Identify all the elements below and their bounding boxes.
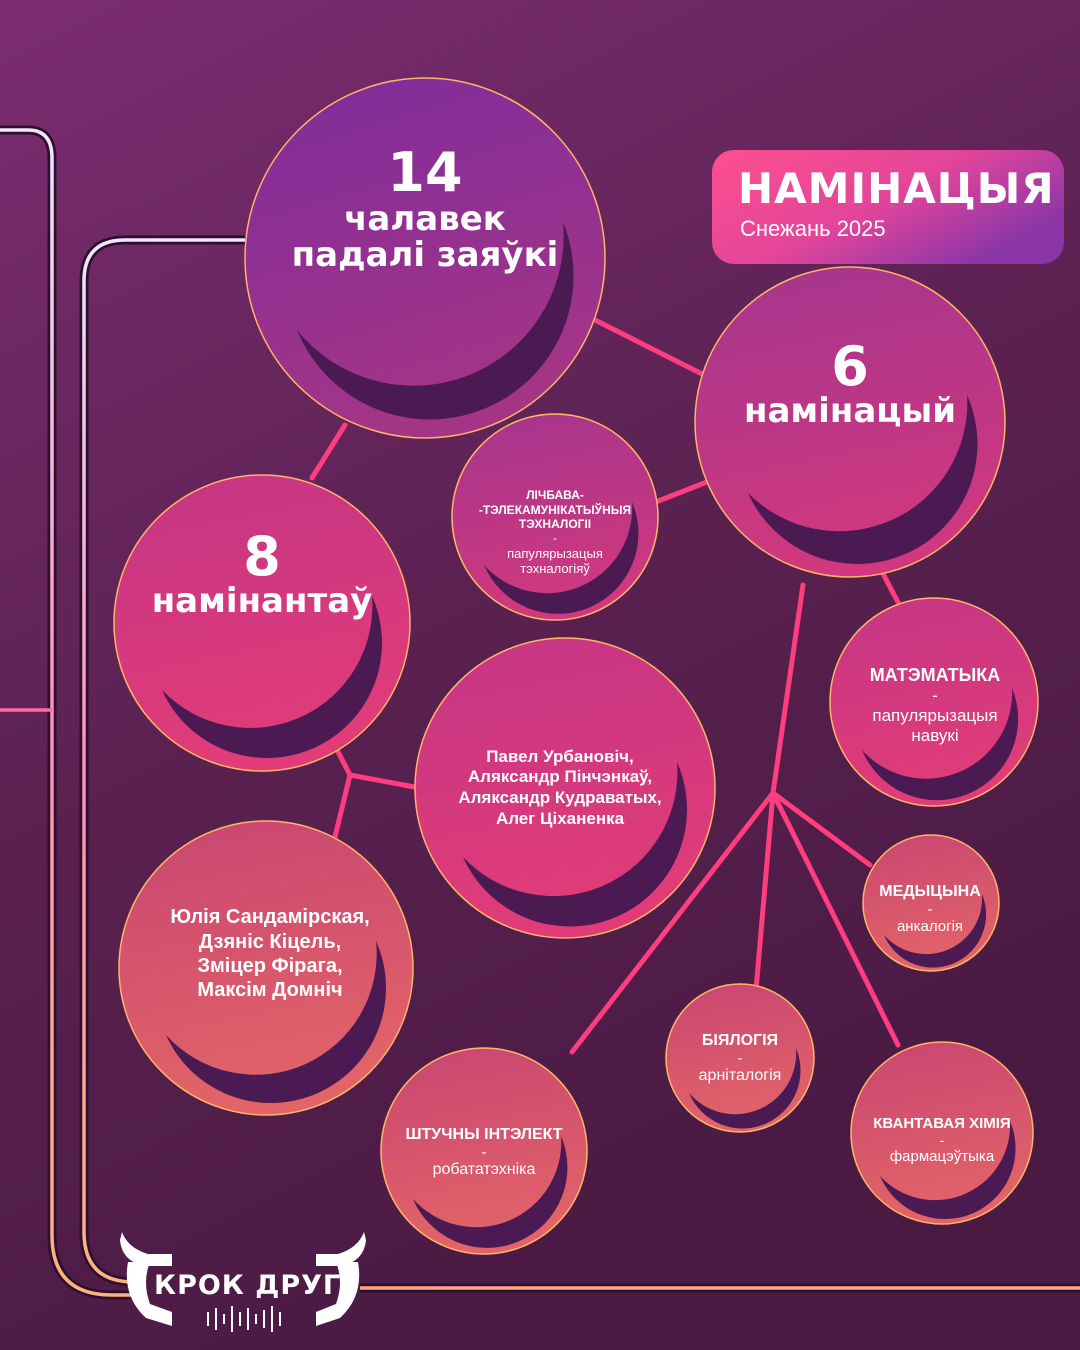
- logo-barcode: [207, 1306, 281, 1332]
- bubble-nominations: [694, 266, 1006, 578]
- nominees-line1: намінантаў: [151, 581, 373, 622]
- ai-title: ШТУЧНЫ ІНТЭЛЕКТ: [405, 1125, 563, 1143]
- nominees-number: 8: [243, 525, 281, 589]
- nominations-number: 6: [831, 335, 869, 399]
- quantum-title: КВАНТАВАЯ ХІМІЯ: [873, 1115, 1011, 1132]
- badge-background: [712, 150, 1064, 264]
- group2-name-2: Дзяніс Кіцель,: [198, 930, 342, 953]
- bubbles: [113, 77, 1039, 1255]
- quantum-subtitle: фармацэўтыка: [889, 1148, 995, 1165]
- applicants-line2: падалі заяўкі: [291, 235, 559, 275]
- ict-title-line3: ТЭХНАЛОГІІ: [518, 516, 592, 531]
- node-group1: Павел Урбановіч, Аляксандр Пінчэнкаў, Ал…: [410, 746, 710, 828]
- logo-horns: [120, 1232, 366, 1326]
- ict-title-line1: ЛІЧБАВА-: [526, 488, 584, 503]
- bubble-nominees: [113, 474, 411, 772]
- bubble-math: [829, 597, 1039, 807]
- node-biology: БІЯЛОГІЯ - арніталогія: [670, 1026, 810, 1090]
- ai-dash: -: [481, 1143, 487, 1161]
- ict-subtitle: папулярызацыя тэхналогіяў: [507, 545, 603, 577]
- group1-name-2: Аляксандр Пінчэнкаў,: [467, 767, 653, 787]
- medicine-subtitle: анкалогія: [896, 918, 964, 935]
- bubble-ai: [380, 1047, 588, 1255]
- node-ai: ШТУЧНЫ ІНТЭЛЕКТ - робататэхніка: [384, 1120, 584, 1184]
- group1-name-4: Алег Ціханенка: [495, 808, 625, 828]
- medicine-dash: -: [927, 901, 933, 918]
- node-group2: Юлія Сандамірская, Дзяніс Кіцель, Зміцер…: [120, 906, 420, 1002]
- bubble-group1: [414, 637, 716, 939]
- bubble-biology: [665, 983, 815, 1133]
- logo-wordmark: КРОК ДРУГІ: [154, 1270, 353, 1301]
- quantum-dash: -: [939, 1132, 945, 1148]
- node-nominations: 6 намінацый: [700, 340, 1000, 430]
- node-medicine: МЕДЫЦЫНА - анкалогія: [870, 878, 990, 940]
- applicants-line1: чалавек: [344, 199, 506, 240]
- node-nominees: 8 намінантаў: [112, 530, 412, 620]
- connectors: [309, 317, 903, 1055]
- ai-subtitle: робататэхніка: [432, 1160, 536, 1178]
- group2-name-3: Зміцер Фірага,: [197, 955, 343, 977]
- applicants-number: 14: [387, 141, 463, 205]
- bubble-medicine: [862, 834, 1000, 972]
- left-rails: [0, 125, 1080, 1300]
- bubble-group2: [118, 820, 414, 1116]
- bubble-quantum: [850, 1041, 1034, 1225]
- group1-name-3: Аляксандр Кудраватых,: [458, 788, 662, 807]
- ict-dash: -: [553, 531, 557, 546]
- medicine-title: МЕДЫЦЫНА: [879, 883, 981, 900]
- biology-subtitle: арніталогія: [698, 1066, 782, 1084]
- bubble-ict: [451, 413, 659, 621]
- node-math: МАТЭМАТЫКА - папулярызацыя навукі: [840, 660, 1030, 750]
- badge-title: НАМІНАЦЫЯ: [738, 164, 1055, 213]
- math-dash: -: [932, 685, 938, 705]
- math-subtitle: папулярызацыя навукі: [872, 705, 998, 745]
- biology-dash: -: [737, 1049, 743, 1067]
- math-title: МАТЭМАТЫКА: [869, 664, 1001, 685]
- group1-name-1: Павел Урбановіч,: [486, 746, 634, 766]
- nominations-line1: намінацый: [743, 391, 957, 432]
- badge-subtitle: Снежань 2025: [740, 216, 886, 241]
- ict-title-line2: -ТЭЛЕКАМУНІКАТЫЎНЫЯ: [478, 502, 632, 517]
- group2-name-1: Юлія Сандамірская,: [170, 906, 370, 929]
- title-badge: НАМІНАЦЫЯ Снежань 2025: [712, 150, 1064, 264]
- group2-name-4: Максім Домніч: [197, 979, 343, 1002]
- biology-title: БІЯЛОГІЯ: [701, 1031, 779, 1049]
- node-quantum: КВАНТАВАЯ ХІМІЯ - фармацэўтыка: [852, 1110, 1032, 1170]
- node-ict: ЛІЧБАВА- -ТЭЛЕКАМУНІКАТЫЎНЫЯ ТЭХНАЛОГІІ …: [460, 485, 650, 580]
- bubble-applicants: [244, 77, 606, 439]
- node-applicants: 14 чалавек падалі заяўкі: [275, 140, 575, 280]
